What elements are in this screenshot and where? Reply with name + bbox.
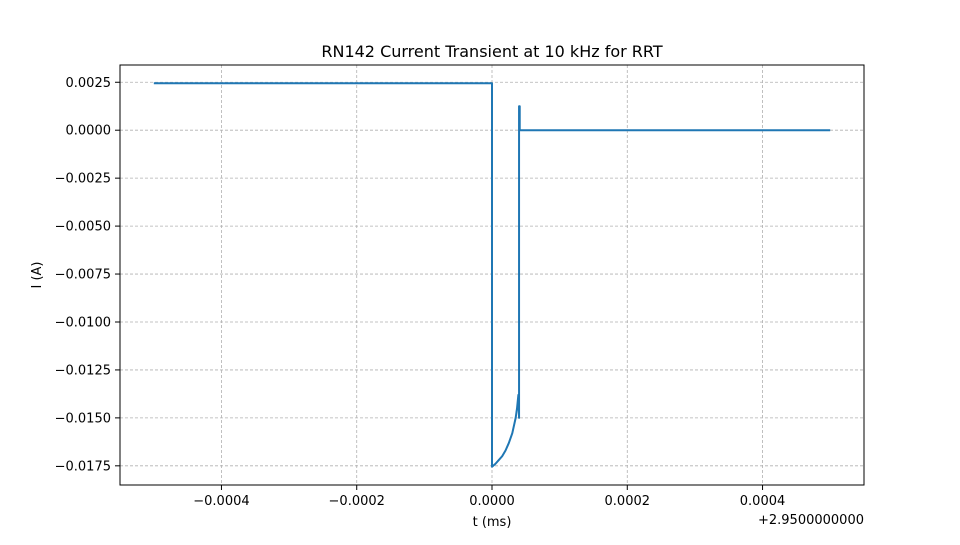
y-tick-label: −0.0175 bbox=[55, 459, 111, 474]
x-tick-label: 0.0002 bbox=[605, 494, 651, 509]
y-tick-label: −0.0025 bbox=[55, 172, 111, 187]
series-layer bbox=[153, 82, 831, 468]
y-tick-label: −0.0125 bbox=[55, 363, 111, 378]
y-tick-label: 0.0000 bbox=[66, 124, 112, 139]
chart-title: RN142 Current Transient at 10 kHz for RR… bbox=[321, 42, 663, 61]
x-tick-label: −0.0004 bbox=[193, 494, 249, 509]
y-axis-title: I (A) bbox=[30, 261, 45, 288]
y-tick-label: −0.0150 bbox=[55, 411, 111, 426]
x-axis: −0.0004 −0.0002 0.0000 0.0002 0.0004 bbox=[193, 485, 785, 509]
y-tick-label: 0.0025 bbox=[66, 76, 112, 91]
x-tick-label: 0.0004 bbox=[740, 494, 786, 509]
y-tick-label: −0.0075 bbox=[55, 268, 111, 283]
series-line-0 bbox=[153, 82, 831, 468]
x-axis-title: t (ms) bbox=[473, 515, 512, 530]
y-tick-label: −0.0050 bbox=[55, 220, 111, 235]
x-tick-label: −0.0002 bbox=[329, 494, 385, 509]
y-tick-label: −0.0100 bbox=[55, 315, 111, 330]
x-offset-label: +2.9500000000 bbox=[758, 513, 864, 528]
y-axis: 0.0025 0.0000 −0.0025 −0.0050 −0.0075 −0.0100… bbox=[55, 76, 120, 474]
x-tick-label: 0.0000 bbox=[469, 494, 515, 509]
